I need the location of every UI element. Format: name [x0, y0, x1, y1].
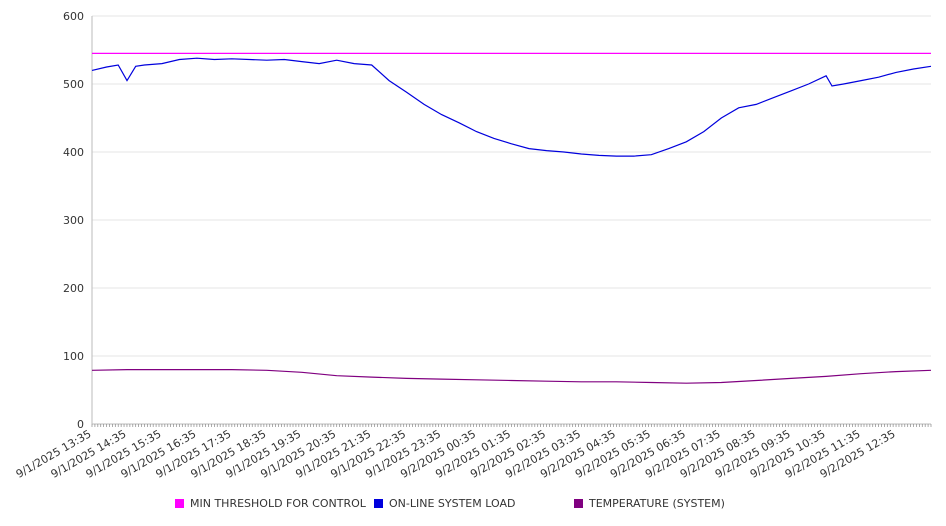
chart-legend: MIN THRESHOLD FOR CONTROL ON-LINE SYSTEM… — [0, 497, 946, 515]
y-tick-label: 100 — [63, 350, 84, 363]
y-tick-label: 300 — [63, 214, 84, 227]
y-tick-label: 600 — [63, 10, 84, 23]
y-tick-label: 0 — [77, 418, 84, 431]
y-tick-label: 400 — [63, 146, 84, 159]
y-tick-label: 200 — [63, 282, 84, 295]
series-line-on-line-system-load — [91, 57, 932, 157]
legend-swatch-temperature — [574, 499, 583, 508]
legend-item-min-threshold: MIN THRESHOLD FOR CONTROL — [175, 497, 366, 510]
legend-item-temperature: TEMPERATURE (SYSTEM) — [574, 497, 725, 510]
legend-label-temperature: TEMPERATURE (SYSTEM) — [589, 497, 725, 510]
series-line-temperature-system — [91, 369, 932, 384]
legend-item-system-load: ON-LINE SYSTEM LOAD — [374, 497, 515, 510]
legend-swatch-min-threshold — [175, 499, 184, 508]
legend-label-system-load: ON-LINE SYSTEM LOAD — [389, 497, 516, 510]
y-tick-label: 500 — [63, 78, 84, 91]
legend-swatch-system-load — [374, 499, 383, 508]
legend-label-min-threshold: MIN THRESHOLD FOR CONTROL — [190, 497, 366, 510]
